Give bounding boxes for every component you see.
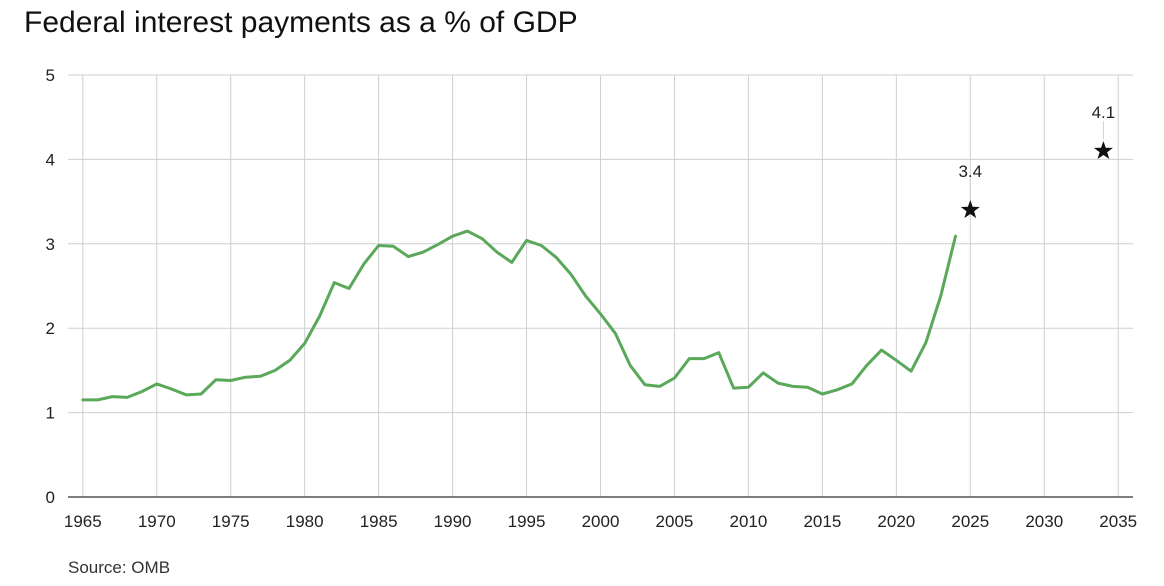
- y-tick-label: 5: [46, 66, 55, 85]
- x-tick-label: 1970: [138, 512, 176, 531]
- y-tick-label: 1: [46, 404, 55, 423]
- gridlines: [68, 74, 1133, 497]
- x-tick-label: 2030: [1025, 512, 1063, 531]
- x-tick-label: 2000: [582, 512, 620, 531]
- x-tick-label: 2025: [951, 512, 989, 531]
- x-tick-label: 2015: [803, 512, 841, 531]
- source-note: Source: OMB: [68, 558, 171, 577]
- projection-value-label: 4.1: [1092, 103, 1116, 122]
- y-tick-labels: 0 1 2 3 4 5: [46, 66, 55, 507]
- y-tick-label: 3: [46, 235, 55, 254]
- x-tick-label: 1975: [212, 512, 250, 531]
- x-tick-label: 2005: [656, 512, 694, 531]
- x-tick-labels: 1965 1970 1975 1980 1985 1990 1995 2000 2005 2010…: [64, 512, 1137, 531]
- series-layer: [81, 229, 957, 402]
- projection-value-label: 3.4: [958, 162, 982, 181]
- x-tick-label: 1990: [434, 512, 472, 531]
- projection-star-marker: [1093, 140, 1113, 160]
- projection-star-marker: [960, 200, 980, 219]
- x-tick-label: 1995: [508, 512, 546, 531]
- chart-title: Federal interest payments as a % of GDP: [24, 6, 578, 39]
- x-tick-label: 1985: [360, 512, 398, 531]
- y-tick-label: 0: [46, 488, 55, 507]
- x-tick-label: 1965: [64, 512, 102, 531]
- y-tick-label: 2: [46, 319, 55, 338]
- x-tick-label: 2035: [1099, 512, 1137, 531]
- x-tick-label: 2010: [730, 512, 768, 531]
- x-tick-label: 1980: [286, 512, 324, 531]
- y-tick-label: 4: [46, 150, 55, 169]
- x-tick-label: 2020: [877, 512, 915, 531]
- series-line: [81, 229, 957, 402]
- projection-markers: 3.4 4.1: [958, 103, 1116, 219]
